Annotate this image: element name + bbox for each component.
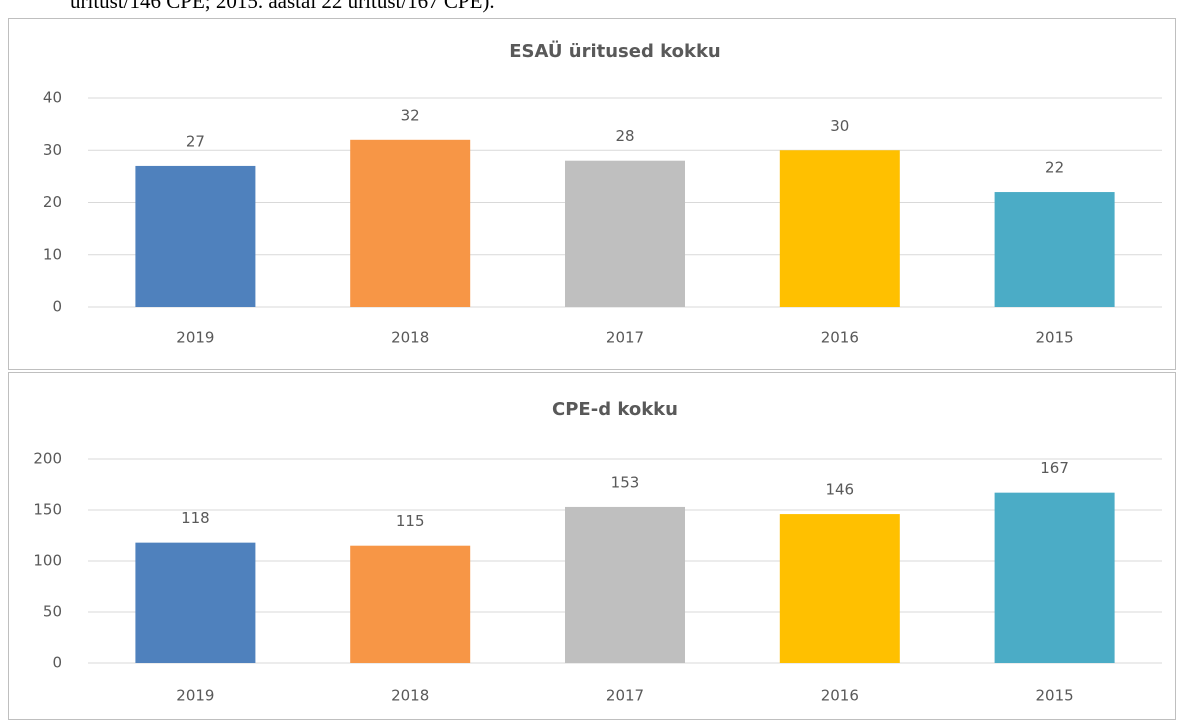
data-label: 146	[825, 481, 854, 499]
data-label: 22	[1045, 159, 1064, 177]
x-tick-label: 2019	[176, 687, 214, 705]
y-tick-label: 10	[43, 245, 62, 263]
x-tick-label: 2018	[391, 329, 429, 347]
chart-title: ESAÜ üritused kokku	[509, 40, 720, 62]
chart-title: CPE-d kokku	[552, 399, 678, 420]
bar	[779, 514, 900, 663]
x-tick-label: 2019	[176, 329, 214, 347]
data-label: 153	[611, 473, 640, 491]
data-label: 27	[186, 132, 205, 150]
data-label: 30	[830, 117, 849, 135]
data-label: 32	[401, 106, 420, 124]
x-tick-label: 2017	[606, 687, 644, 705]
data-label: 28	[615, 127, 634, 145]
y-tick-label: 50	[43, 603, 62, 621]
x-tick-label: 2017	[606, 329, 644, 347]
bar	[565, 506, 685, 663]
bar	[350, 139, 471, 307]
intro-text: üritust/146 CPE; 2015. aastal 22 üritust…	[70, 0, 495, 13]
x-tick-label: 2016	[821, 687, 859, 705]
data-label: 167	[1040, 459, 1069, 477]
y-tick-label: 40	[43, 89, 62, 107]
data-label: 115	[396, 512, 425, 530]
y-tick-label: 0	[52, 298, 62, 316]
bar	[135, 165, 256, 307]
x-tick-label: 2015	[1036, 329, 1074, 347]
y-tick-label: 100	[33, 552, 62, 570]
bar	[350, 545, 471, 663]
bar	[565, 160, 685, 307]
y-tick-label: 150	[33, 501, 62, 519]
x-tick-label: 2015	[1036, 687, 1074, 705]
chart-frame	[8, 18, 1176, 370]
bar	[135, 542, 256, 663]
y-tick-label: 20	[43, 193, 62, 211]
bar	[994, 492, 1115, 663]
x-tick-label: 2018	[391, 687, 429, 705]
y-tick-label: 30	[43, 141, 62, 159]
bar	[994, 192, 1115, 307]
x-tick-label: 2016	[821, 329, 859, 347]
bar	[779, 150, 900, 307]
y-tick-label: 0	[52, 654, 62, 672]
y-tick-label: 200	[33, 450, 62, 468]
data-label: 118	[181, 509, 210, 527]
